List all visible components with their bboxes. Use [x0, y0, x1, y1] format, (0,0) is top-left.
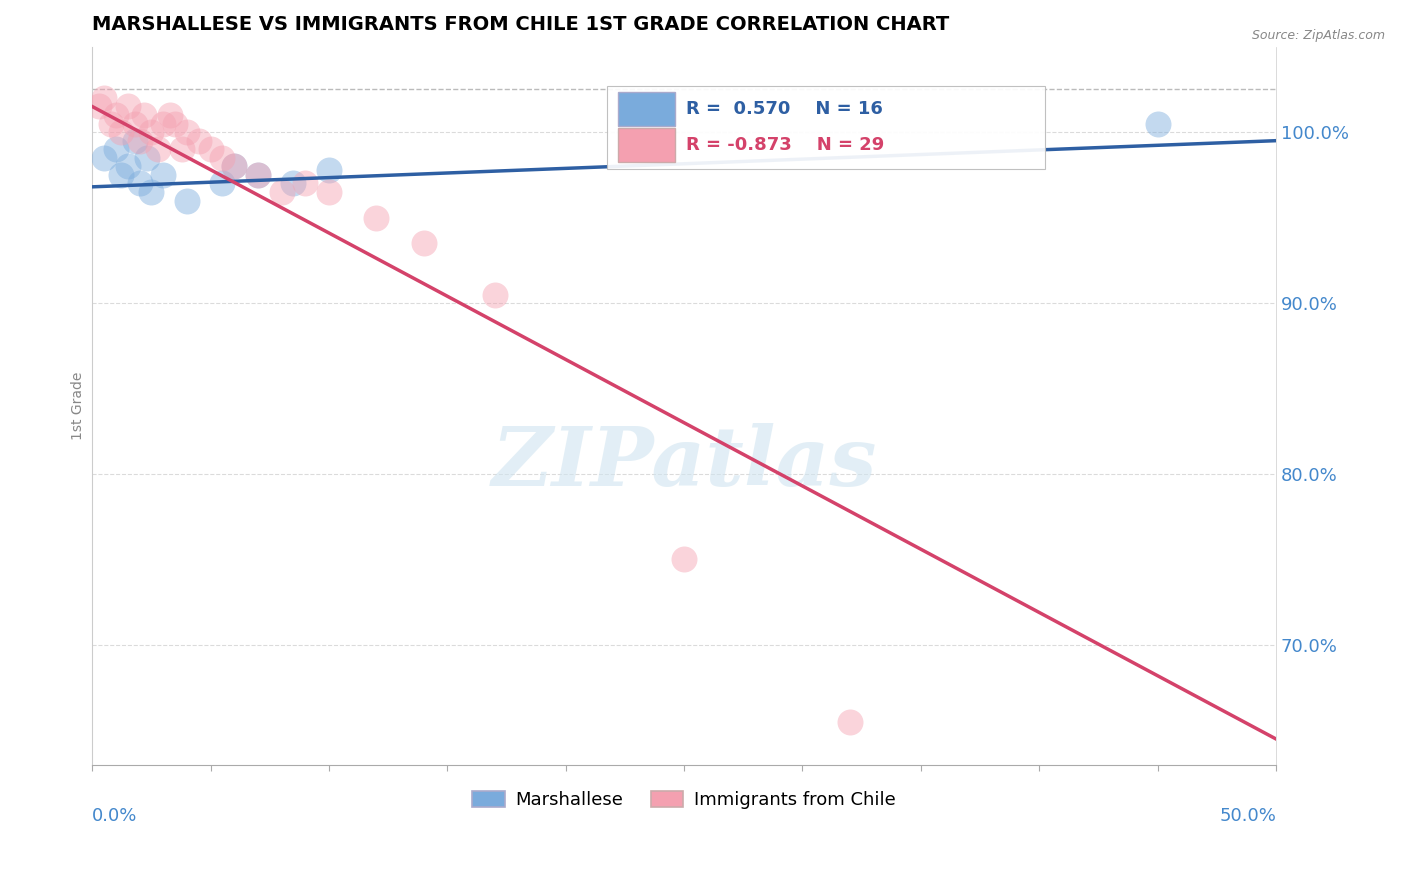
Point [104, 142, 127, 156]
Point [294, 177, 316, 191]
Point [270, 185, 292, 199]
Point [318, 162, 340, 177]
Point [673, 552, 696, 566]
Text: Source: ZipAtlas.com: Source: ZipAtlas.com [1251, 29, 1385, 43]
Point [200, 142, 222, 156]
Point [117, 159, 139, 173]
Point [224, 159, 246, 173]
Point [128, 177, 150, 191]
Point [246, 168, 269, 182]
Text: 50.0%: 50.0% [1219, 807, 1277, 825]
Point [211, 151, 233, 165]
Point [110, 125, 132, 139]
FancyBboxPatch shape [607, 87, 1045, 169]
Point [148, 142, 170, 156]
Point [134, 108, 156, 122]
Point [838, 714, 860, 729]
Text: R =  0.570    N = 16: R = 0.570 N = 16 [686, 100, 883, 118]
Point [100, 117, 122, 131]
Point [318, 185, 340, 199]
Point [128, 134, 150, 148]
Point [366, 211, 388, 225]
Point [176, 194, 198, 208]
Point [89, 99, 111, 113]
Point [110, 168, 132, 182]
Point [141, 125, 163, 139]
Point [135, 151, 157, 165]
Point [159, 108, 181, 122]
Point [165, 117, 187, 131]
Point [117, 99, 139, 113]
Point [187, 134, 209, 148]
Y-axis label: 1st Grade: 1st Grade [72, 371, 86, 440]
Point [141, 185, 163, 199]
Text: R = -0.873    N = 29: R = -0.873 N = 29 [686, 136, 884, 154]
FancyBboxPatch shape [617, 92, 675, 127]
Point [246, 168, 269, 182]
Point [104, 108, 127, 122]
Point [211, 177, 233, 191]
Point [484, 287, 506, 301]
Point [176, 125, 198, 139]
Point [1146, 117, 1168, 131]
Point [124, 134, 146, 148]
Point [152, 117, 174, 131]
FancyBboxPatch shape [617, 128, 675, 162]
Point [93, 91, 115, 105]
Point [124, 117, 146, 131]
Point [412, 236, 434, 251]
Text: 0.0%: 0.0% [93, 807, 138, 825]
Point [172, 142, 194, 156]
Point [93, 151, 115, 165]
Point [224, 159, 246, 173]
Text: ZIPatlas: ZIPatlas [491, 423, 877, 503]
Legend: Marshallese, Immigrants from Chile: Marshallese, Immigrants from Chile [465, 784, 903, 816]
Text: MARSHALLESE VS IMMIGRANTS FROM CHILE 1ST GRADE CORRELATION CHART: MARSHALLESE VS IMMIGRANTS FROM CHILE 1ST… [93, 15, 949, 34]
Point [152, 168, 174, 182]
Point [283, 177, 305, 191]
